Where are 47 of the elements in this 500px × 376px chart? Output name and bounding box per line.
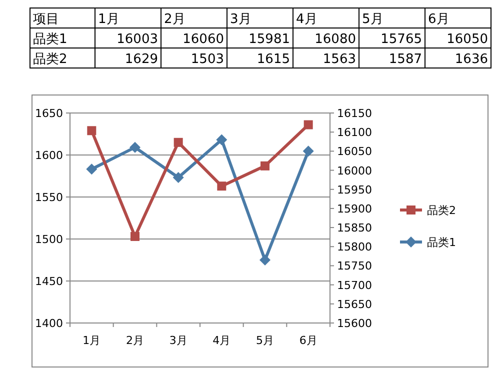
x-tick-label: 2月 bbox=[126, 334, 144, 347]
y2-tick-label: 15950 bbox=[337, 183, 372, 196]
text: 16060 bbox=[182, 32, 224, 47]
y-tick-label: 1650 bbox=[35, 107, 63, 120]
y2-tick-label: 16100 bbox=[337, 126, 372, 140]
text: 16003 bbox=[116, 32, 158, 47]
text: 1615 bbox=[256, 52, 290, 67]
legend-label: 品类1 bbox=[427, 236, 456, 249]
text: 品类1 bbox=[33, 32, 68, 47]
y-tick-label: 1600 bbox=[35, 149, 63, 162]
x-tick-label: 5月 bbox=[256, 334, 274, 347]
category-label: 5月 bbox=[362, 12, 384, 27]
y2-tick-label: 15900 bbox=[337, 202, 372, 216]
category-label: 3月 bbox=[230, 12, 252, 27]
y2-tick-label: 15650 bbox=[337, 298, 372, 311]
x-tick-label: 3月 bbox=[169, 334, 188, 347]
y2-tick-label: 15600 bbox=[337, 317, 372, 330]
legend-label: 品类2 bbox=[427, 204, 456, 217]
text: 1587 bbox=[388, 52, 422, 67]
text: 16080 bbox=[314, 32, 356, 47]
y2-tick-label: 16050 bbox=[337, 145, 372, 158]
x-tick-label: 4月 bbox=[212, 334, 231, 347]
y-tick-label: 1500 bbox=[35, 233, 63, 246]
category-label: 4月 bbox=[296, 12, 318, 27]
x-tick-label: 1月 bbox=[82, 334, 101, 347]
category-label: 1月 bbox=[98, 12, 120, 27]
text: 16050 bbox=[446, 32, 488, 47]
category-label: 2月 bbox=[164, 12, 186, 27]
y2-tick-label: 16000 bbox=[337, 164, 372, 178]
text: 1503 bbox=[190, 52, 224, 67]
y-tick-label: 1450 bbox=[35, 275, 63, 288]
text: 1636 bbox=[454, 52, 488, 67]
text: 品类2 bbox=[33, 52, 68, 67]
text: 项目 bbox=[33, 12, 59, 27]
text: 15765 bbox=[380, 32, 422, 47]
category-label: 6月 bbox=[428, 12, 450, 27]
y2-tick-label: 15700 bbox=[337, 278, 372, 292]
y-tick-label: 1400 bbox=[35, 317, 63, 330]
text: 15981 bbox=[248, 32, 290, 47]
y2-tick-label: 15750 bbox=[337, 260, 372, 273]
y2-tick-label: 16150 bbox=[337, 107, 372, 120]
text: 1563 bbox=[322, 52, 356, 67]
y2-tick-label: 15800 bbox=[337, 240, 372, 254]
text: 1629 bbox=[124, 52, 158, 67]
y-tick-label: 1550 bbox=[35, 191, 63, 204]
y2-tick-label: 15850 bbox=[337, 222, 372, 235]
x-tick-label: 6月 bbox=[299, 334, 318, 347]
